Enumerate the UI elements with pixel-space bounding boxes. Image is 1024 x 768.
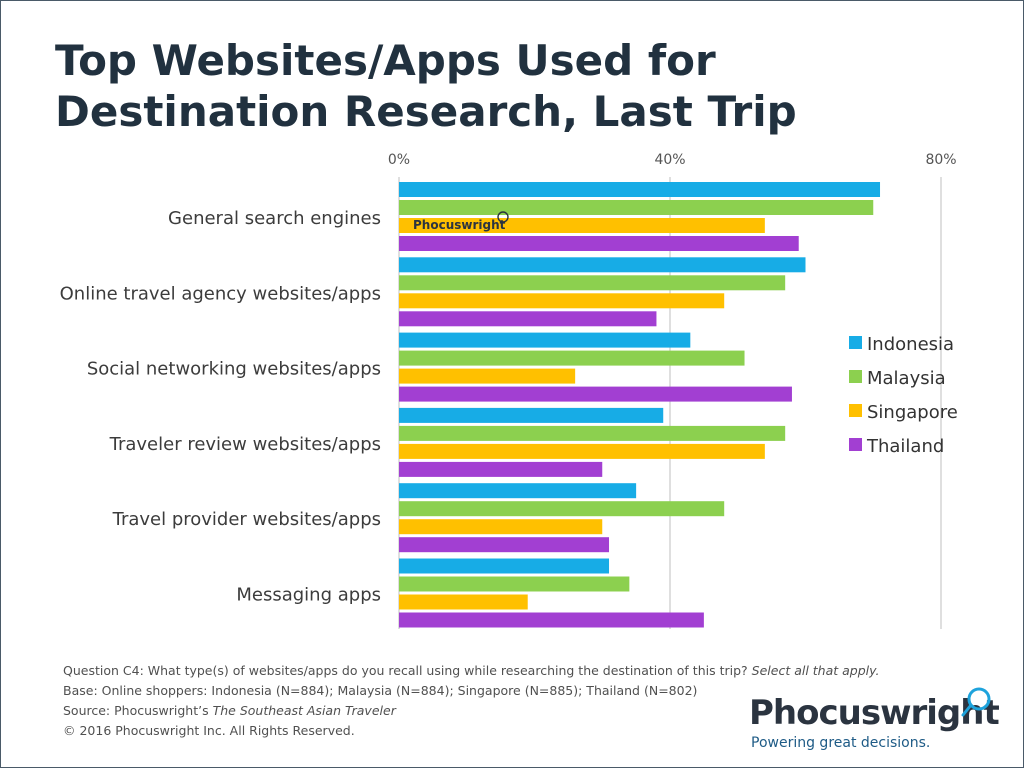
bar-singapore-traveler-review-websites-apps: [399, 443, 765, 459]
category-label: Online travel agency websites/apps: [60, 283, 381, 304]
bar-thailand-traveler-review-websites-apps: [399, 461, 603, 477]
bar-singapore-general-search-engines: [399, 218, 765, 233]
watermark: Phocuswright: [413, 211, 509, 232]
question-note: Question C4: What type(s) of websites/ap…: [63, 661, 943, 681]
watermark-bubble-icon: [497, 211, 509, 223]
legend-label-indonesia: Indonesia: [867, 334, 954, 355]
category-labels: General search engines Online travel agen…: [60, 208, 381, 606]
logo-tagline: Powering great decisions.: [751, 735, 931, 751]
category-label: General search engines: [168, 208, 381, 229]
bar-thailand-travel-provider-websites-apps: [399, 537, 610, 553]
copyright-note: © 2016 Phocuswright Inc. All Rights Rese…: [63, 723, 355, 738]
base-note: Base: Online shoppers: Indonesia (N=884)…: [63, 683, 698, 698]
bar-singapore-social-networking-websites-apps: [399, 368, 576, 384]
legend-label-thailand: Thailand: [866, 436, 944, 457]
source-title: The Southeast Asian Traveler: [212, 703, 396, 718]
category-label: Messaging apps: [236, 585, 381, 606]
question-text: Question C4: What type(s) of websites/ap…: [63, 663, 752, 678]
bar-malaysia-messaging-apps: [399, 576, 630, 592]
bar-malaysia-online-travel-agency-websites-apps: [399, 275, 786, 291]
slide-title: Top Websites/Apps Used for Destination R…: [55, 36, 797, 136]
company-logo: Phocuswright Powering great decisions.: [749, 685, 1000, 755]
category-label: Social networking websites/apps: [87, 359, 381, 380]
bar-indonesia-social-networking-websites-apps: [399, 332, 691, 348]
bar-malaysia-traveler-review-websites-apps: [399, 425, 786, 441]
legend-label-singapore: Singapore: [867, 402, 958, 423]
x-tick-label: 80%: [925, 152, 956, 168]
logo-wordmark: Phocuswright: [749, 693, 1000, 733]
bar-malaysia-travel-provider-websites-apps: [399, 501, 725, 517]
source-note: Source: Phocuswright’s The Southeast Asi…: [63, 701, 943, 721]
legend: Indonesia Malaysia Singapore Thailand: [849, 334, 958, 457]
category-label: Traveler review websites/apps: [109, 434, 381, 455]
bar-thailand-online-travel-agency-websites-apps: [399, 311, 657, 327]
bar-singapore-online-travel-agency-websites-apps: [399, 293, 725, 309]
legend-swatch-indonesia: [849, 336, 862, 349]
grid-lines: [398, 177, 942, 629]
bar-singapore-messaging-apps: [399, 594, 528, 610]
source-text: Source: Phocuswright’s: [63, 703, 213, 718]
bar-indonesia-traveler-review-websites-apps: [399, 407, 664, 423]
watermark-text: Phocuswright: [413, 218, 506, 232]
bar-indonesia-online-travel-agency-websites-apps: [399, 257, 806, 273]
footnotes: Question C4: What type(s) of websites/ap…: [63, 661, 943, 741]
speech-bubble-icon: [961, 687, 991, 717]
bar-indonesia-messaging-apps: [399, 558, 610, 574]
question-instruction: Select all that apply.: [751, 663, 880, 678]
bars: [399, 182, 881, 628]
legend-swatch-singapore: [849, 404, 862, 417]
bar-indonesia-general-search-engines: [399, 182, 881, 197]
bar-malaysia-general-search-engines: [399, 200, 874, 215]
legend-swatch-malaysia: [849, 370, 862, 383]
bar-singapore-travel-provider-websites-apps: [399, 519, 603, 535]
x-tick-label: 0%: [388, 152, 410, 168]
x-axis-ticks: 0% 40% 80%: [388, 152, 957, 168]
legend-label-malaysia: Malaysia: [867, 368, 946, 389]
bar-thailand-general-search-engines: [399, 236, 799, 251]
bar-indonesia-travel-provider-websites-apps: [399, 483, 637, 499]
x-tick-label: 40%: [654, 152, 685, 168]
bar-thailand-social-networking-websites-apps: [399, 386, 792, 402]
legend-swatch-thailand: [849, 438, 862, 451]
bar-malaysia-social-networking-websites-apps: [399, 350, 745, 366]
bar-chart: 0% 40% 80% General search engines Online tr…: [60, 152, 958, 629]
bar-thailand-messaging-apps: [399, 612, 704, 628]
category-label: Travel provider websites/apps: [112, 509, 381, 530]
